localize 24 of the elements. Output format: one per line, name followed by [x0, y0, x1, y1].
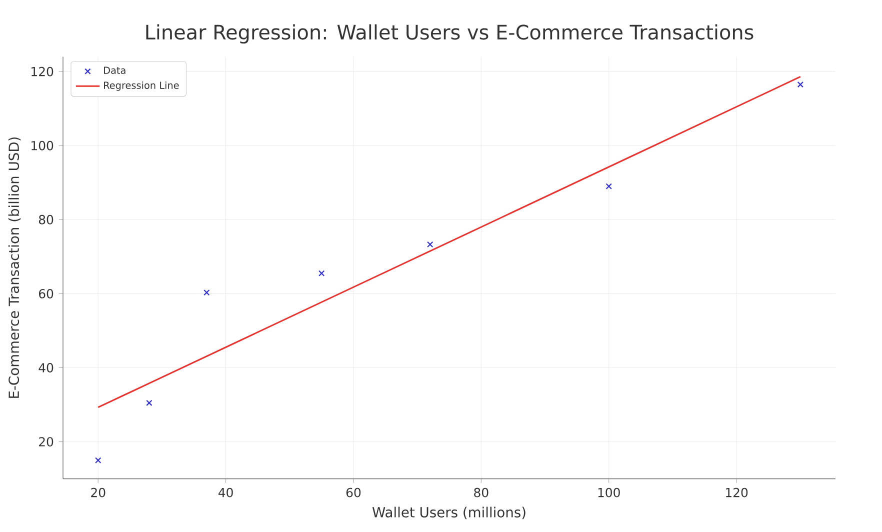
point: [318, 270, 325, 276]
x-tick-label: 120: [726, 488, 748, 498]
x-tick-label: 60: [346, 488, 361, 498]
y-axis-title: E-Commerce Transaction (billion USD): [8, 137, 21, 398]
x-tick-label: 40: [218, 488, 233, 498]
y-tick-label: 20: [39, 437, 54, 446]
x-tick-label: 100: [598, 488, 620, 498]
x-axis-title: Wallet Users (millions): [372, 506, 526, 520]
y-tick-label: 60: [38, 288, 54, 298]
point: [426, 241, 434, 248]
x-tick-label: 20: [91, 488, 106, 498]
legend-label: Data: [104, 66, 126, 74]
x-tick-label: 80: [474, 488, 488, 498]
point: [204, 289, 210, 296]
y-tick-label: 40: [38, 363, 54, 372]
point: [146, 400, 152, 406]
y-tick-label: 80: [38, 214, 54, 224]
legend-label: Regression Line: [104, 81, 179, 91]
point: [606, 183, 612, 190]
y-tick-label: 100: [32, 140, 54, 150]
y-tick-label: 120: [32, 66, 54, 76]
chart-title: Linear Regression: Wallet Users vs E-Commerce Transactions: [146, 24, 754, 44]
point: [797, 81, 804, 88]
point: [95, 457, 102, 464]
